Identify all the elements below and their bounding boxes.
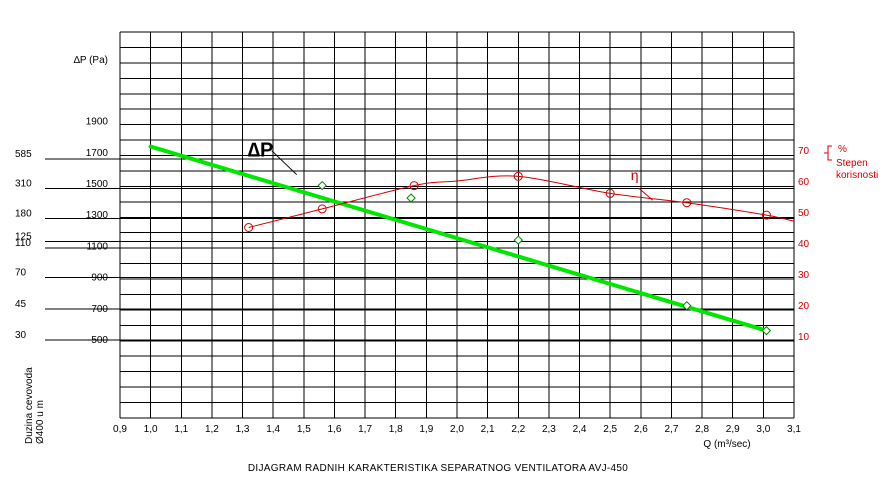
y-right-tick-label: 60 bbox=[798, 177, 810, 188]
efficiency-curve-label: η bbox=[631, 167, 639, 183]
data-point-pressure bbox=[761, 325, 772, 336]
x-tick-label: 2,2 bbox=[511, 424, 525, 435]
pressure-curve-leader bbox=[271, 150, 298, 176]
pressure-curve-label: ∆P bbox=[248, 140, 274, 162]
y-left-tick-label: 1900 bbox=[86, 117, 109, 128]
x-tick-label: 2,5 bbox=[603, 424, 617, 435]
y-right-axis-label-line: Stepen bbox=[836, 158, 868, 169]
x-tick-label: 1,9 bbox=[419, 424, 433, 435]
y-right-tick-label: 40 bbox=[798, 239, 810, 250]
x-tick-label: 2,9 bbox=[726, 424, 740, 435]
labels-layer: 0,9 1,0 1,1 1,2 1,3 1,4 1,5 1,6 1,7 1,8 1,9 2,0 2,1 2… bbox=[74, 55, 879, 474]
series-line-pressure bbox=[148, 144, 769, 333]
data-point-pressure bbox=[682, 300, 692, 311]
x-tick-label: 2,1 bbox=[481, 424, 495, 435]
x-tick-label: 1,2 bbox=[205, 424, 219, 435]
x-tick-label: 3,1 bbox=[787, 424, 801, 435]
series-layer bbox=[148, 144, 795, 336]
duct-scale-label: 125 bbox=[15, 232, 32, 243]
duct-scale-label: 70 bbox=[15, 268, 27, 279]
x-tick-label: 1,8 bbox=[389, 424, 403, 435]
duct-scale-label: 310 bbox=[15, 179, 32, 190]
y-left-axis-label: ∆P (Pa) bbox=[74, 55, 108, 66]
duct-scale-label: 110 bbox=[15, 238, 31, 249]
y-left-tick-label: 500 bbox=[91, 335, 108, 346]
y-right-axis-brace bbox=[824, 145, 832, 161]
duct-scale-caption-line: Ø400 u m bbox=[35, 400, 46, 444]
x-tick-label: 1,7 bbox=[358, 424, 372, 435]
y-left-tick-label: 700 bbox=[91, 304, 108, 315]
y-right-tick-label: 70 bbox=[798, 146, 810, 157]
data-point-efficiency bbox=[605, 188, 615, 198]
data-point-efficiency bbox=[244, 223, 254, 232]
duct-scale-label: 45 bbox=[15, 299, 27, 310]
y-left-tick-label: 1500 bbox=[86, 179, 109, 190]
y-right-axis-symbol: % bbox=[838, 144, 847, 155]
grid bbox=[119, 31, 795, 419]
duct-scale-label: 180 bbox=[15, 208, 32, 219]
duct-scale-label: 585 bbox=[15, 149, 32, 160]
x-tick-label: 1,6 bbox=[328, 424, 342, 435]
y-right-tick-label: 30 bbox=[798, 270, 810, 281]
data-point-pressure bbox=[406, 193, 416, 203]
y-left-tick-label: 1100 bbox=[86, 241, 108, 252]
x-tick-label: 2,0 bbox=[450, 424, 464, 435]
x-tick-label: 3,0 bbox=[756, 424, 770, 435]
x-tick-label: 1,1 bbox=[174, 424, 188, 435]
y-left-tick-label: 900 bbox=[91, 273, 108, 284]
x-tick-label: 2,6 bbox=[634, 424, 648, 435]
data-point-efficiency bbox=[761, 210, 771, 220]
data-point-efficiency bbox=[513, 171, 523, 181]
x-tick-label: 1,0 bbox=[144, 424, 158, 435]
x-tick-label: 2,4 bbox=[573, 424, 587, 435]
data-point-pressure bbox=[317, 180, 327, 191]
y-right-tick-label: 50 bbox=[798, 208, 810, 219]
y-right-tick-label: 20 bbox=[798, 301, 810, 312]
x-tick-label: 1,5 bbox=[297, 424, 311, 435]
data-point-pressure bbox=[513, 235, 523, 245]
x-tick-label: 2,7 bbox=[665, 424, 679, 435]
x-tick-label: 1,4 bbox=[266, 424, 280, 435]
y-left-tick-label: 1300 bbox=[86, 210, 109, 221]
x-tick-label: 1,3 bbox=[236, 424, 250, 435]
chart-title: DIJAGRAM RADNIH KARAKTERISTIKA SEPARATNO… bbox=[248, 463, 628, 474]
series-line-efficiency bbox=[248, 175, 795, 228]
duct-scale-caption: Duzina cevovoda Ø400 u m bbox=[24, 367, 46, 444]
data-point-efficiency bbox=[409, 181, 419, 191]
duct-scale-caption-line: Duzina cevovoda bbox=[24, 367, 35, 444]
efficiency-curve-leader bbox=[638, 187, 654, 201]
data-point-efficiency bbox=[317, 204, 327, 214]
duct-scale-label: 30 bbox=[15, 330, 27, 341]
x-tick-label: 2,8 bbox=[695, 424, 709, 435]
x-axis-label: Q (m³/sec) bbox=[703, 439, 750, 450]
y-right-axis-label-line: korisnosti bbox=[836, 170, 878, 181]
x-tick-label: 2,3 bbox=[542, 424, 556, 435]
y-right-tick-label: 10 bbox=[798, 332, 810, 343]
y-left-tick-label: 1700 bbox=[86, 148, 109, 159]
data-point-efficiency bbox=[682, 198, 692, 208]
x-tick-label: 0,9 bbox=[113, 424, 127, 435]
